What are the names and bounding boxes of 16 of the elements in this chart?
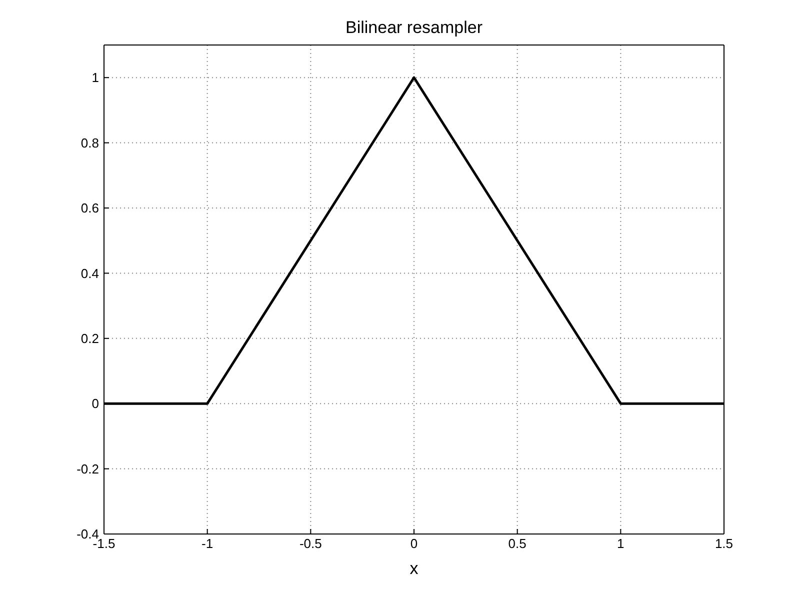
y-tick-label: 0.8 (80, 135, 99, 150)
x-tick-label: -0.5 (299, 536, 322, 552)
y-tick-label: -0.4 (76, 526, 99, 542)
y-tick-label: 0 (92, 396, 99, 412)
y-tick-label: 0.2 (80, 331, 99, 346)
x-tick-label: 0.5 (508, 536, 526, 552)
x-tick-label: -1 (202, 536, 214, 552)
chart-title: Bilinear resampler (344, 18, 484, 38)
x-tick-label: 1 (617, 536, 624, 552)
y-tick-label: -0.2 (76, 461, 99, 476)
x-tick-label: 1.5 (714, 536, 734, 552)
x-axis-title: x (410, 559, 419, 578)
x-tick-label: 0 (410, 536, 418, 552)
y-tick-label: 0.4 (80, 266, 99, 281)
y-tick-label: 0.6 (80, 200, 99, 216)
y-tick-label: 1 (92, 70, 99, 86)
